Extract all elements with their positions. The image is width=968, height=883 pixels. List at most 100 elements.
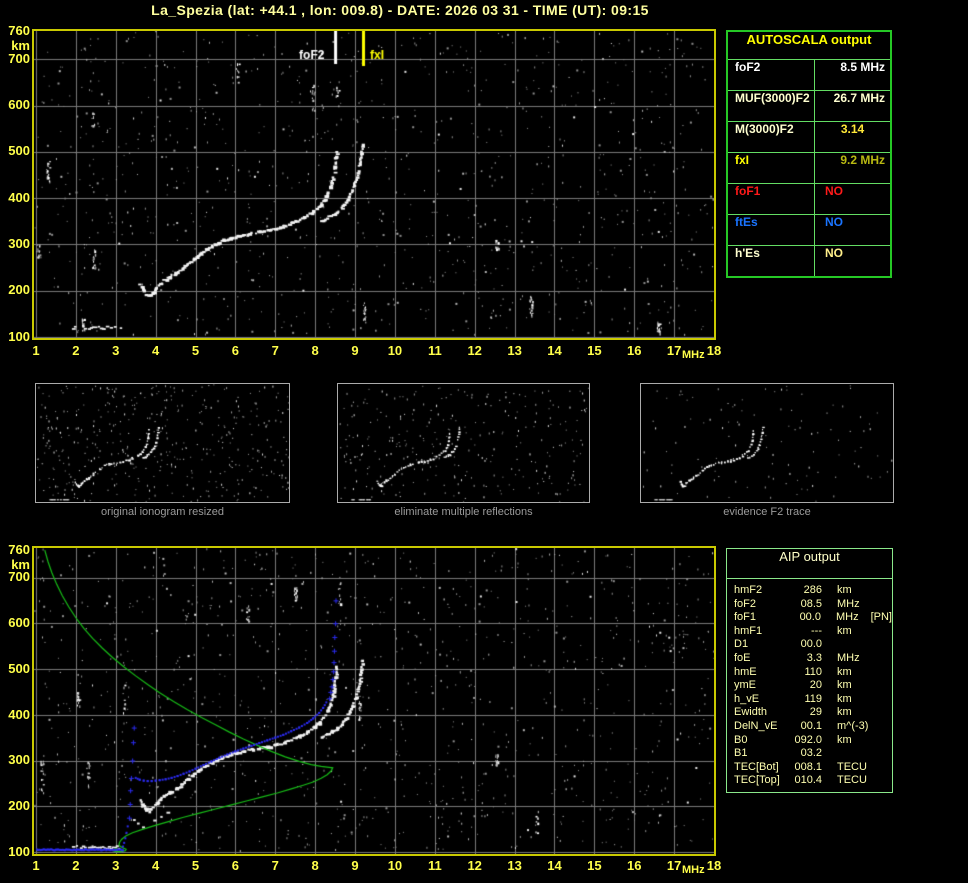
aip-row-unit: TECU: [837, 774, 867, 787]
autoscala-row-value: NO: [825, 184, 843, 198]
x-tick-label: 17: [666, 343, 682, 358]
x-tick-label: 9: [351, 343, 359, 358]
x-tick-label: 2: [72, 343, 80, 358]
thumbnail-evidence-canvas: [641, 384, 893, 502]
aip-row-value: 110: [804, 665, 822, 678]
autoscala-row-value: 9.2 MHz: [840, 153, 885, 167]
y-tick-label: 200: [8, 282, 30, 298]
autoscala-table-row: foF2 8.5 MHz: [728, 60, 890, 91]
autoscala-output-table: AUTOSCALA output foF2 8.5 MHz MUF(3000)F2 2…: [726, 30, 892, 278]
aip-row-value: 29: [809, 706, 822, 719]
y-tick-label: 600: [8, 615, 30, 631]
y-tick-label: 100: [8, 843, 30, 859]
aip-row-value: 010.4: [794, 774, 822, 787]
x-tick-label: 9: [351, 858, 359, 873]
x-tick-label: 12: [467, 343, 482, 358]
aip-table-row: h_vE 119 km: [734, 693, 892, 707]
aip-row-label: TEC[Bot]: [734, 760, 779, 773]
thumbnail-eliminate-reflections: [337, 383, 590, 503]
autoscala-table-row: fxI 9.2 MHz: [728, 153, 890, 184]
aip-table-header: AIP output: [727, 549, 892, 579]
x-tick-label: 15: [587, 858, 602, 873]
aip-row-unit: km: [837, 624, 852, 637]
bottom-ionogram-canvas: [34, 548, 714, 854]
autoscala-table-row: M(3000)F2 3.14: [728, 122, 890, 153]
aip-table-row: B0 092.0 km: [734, 734, 892, 748]
autoscala-row-label: MUF(3000)F2: [728, 91, 815, 121]
aip-table-row: Ewidth 29 km: [734, 706, 892, 720]
x-tick-label: 16: [626, 343, 642, 358]
aip-row-unit: km: [837, 584, 852, 596]
thumbnail-caption-eliminate: eliminate multiple reflections: [394, 506, 533, 518]
aip-row-label: B0: [734, 733, 748, 746]
y-tick-label: 700: [8, 50, 30, 66]
aip-row-value: 00.1: [800, 719, 822, 732]
aip-row-unit: TECU: [837, 760, 867, 773]
thumbnail-eliminate-canvas: [338, 384, 589, 502]
x-tick-label: 18: [706, 858, 722, 873]
aip-table-body: hmF2 286 km foF2 08.5 MHz foF1 00.0 MHz [PN] hmF1 -…: [727, 579, 892, 788]
aip-row-label: foF1: [734, 611, 757, 624]
aip-row-value: 119: [804, 692, 822, 705]
aip-table-row: TEC[Bot] 008.1 TECU: [734, 761, 892, 775]
aip-row-value: 286: [803, 584, 822, 596]
x-tick-label: 10: [387, 858, 403, 873]
aip-row-value: ---: [811, 624, 822, 637]
autoscala-row-label: ftEs: [728, 215, 815, 245]
top-plot-x-unit-label: MHz: [682, 349, 705, 361]
bottom-ionogram-plot: [32, 546, 716, 856]
y-tick-label: 500: [8, 143, 30, 159]
x-tick-label: 4: [152, 858, 160, 873]
aip-row-unit: km: [837, 679, 852, 692]
autoscala-row-label: foF2: [728, 60, 815, 90]
aip-table-row: foF1 00.0 MHz [PN]: [734, 611, 892, 625]
aip-row-label: ymE: [734, 679, 756, 692]
thumbnail-original-ionogram: [35, 383, 290, 503]
page-title: La_Spezia (lat: +44.1 , lon: 009.8) - DA…: [151, 2, 649, 18]
aip-row-value: 092.0: [794, 733, 822, 746]
x-tick-label: 6: [231, 343, 240, 358]
x-tick-label: 8: [311, 343, 319, 358]
aip-row-label: hmF1: [734, 624, 763, 637]
top-plot-y-unit-label: km: [11, 38, 30, 53]
autoscala-row-value: NO: [825, 215, 843, 229]
autoscala-table-row: foF1 NO: [728, 184, 890, 215]
y-tick-label: 760: [8, 23, 30, 38]
x-tick-label: 14: [547, 343, 562, 358]
x-tick-label: 7: [271, 858, 279, 873]
aip-table-row: foE 3.3 MHz: [734, 652, 892, 666]
bottom-plot-y-unit-label: km: [11, 557, 30, 572]
autoscala-row-label: fxI: [728, 153, 815, 183]
aip-row-unit: km: [837, 692, 852, 705]
aip-row-label: hmF2: [734, 584, 763, 596]
aip-table-row: hmF1 --- km: [734, 625, 892, 639]
aip-row-unit: MHz: [837, 651, 860, 664]
x-tick-label: 12: [467, 858, 482, 873]
x-tick-label: 13: [507, 343, 522, 358]
aip-row-label: TEC[Top]: [734, 774, 780, 787]
aip-row-value: 03.2: [800, 747, 822, 760]
aip-row-unit: km: [837, 706, 852, 719]
x-tick-label: 14: [547, 858, 562, 873]
x-tick-label: 7: [271, 343, 279, 358]
autoscala-row-label: foF1: [728, 184, 815, 214]
aip-row-value: 3.3: [806, 651, 822, 664]
aip-table-row: D1 00.0: [734, 638, 892, 652]
x-tick-label: 17: [666, 858, 682, 873]
aip-row-value: 00.0: [800, 638, 822, 651]
autoscala-table-row: MUF(3000)F2 26.7 MHz: [728, 91, 890, 122]
aip-row-label: Ewidth: [734, 706, 768, 719]
x-tick-label: 15: [587, 343, 602, 358]
x-tick-label: 16: [626, 858, 642, 873]
aip-row-label: hmE: [734, 665, 757, 678]
autoscala-table-row: h'Es NO: [728, 246, 890, 276]
thumbnail-evidence-f2: [640, 383, 894, 503]
top-ionogram-canvas: [34, 31, 714, 338]
y-tick-label: 300: [8, 752, 30, 768]
x-tick-label: 2: [72, 858, 80, 873]
autoscala-table-header: AUTOSCALA output: [728, 32, 890, 60]
autoscala-row-value: 3.14: [840, 122, 865, 136]
aip-row-extra: [PN]: [870, 611, 892, 624]
autoscala-table-body: foF2 8.5 MHz MUF(3000)F2 26.7 MHz M(3000)F2 3…: [728, 60, 890, 276]
